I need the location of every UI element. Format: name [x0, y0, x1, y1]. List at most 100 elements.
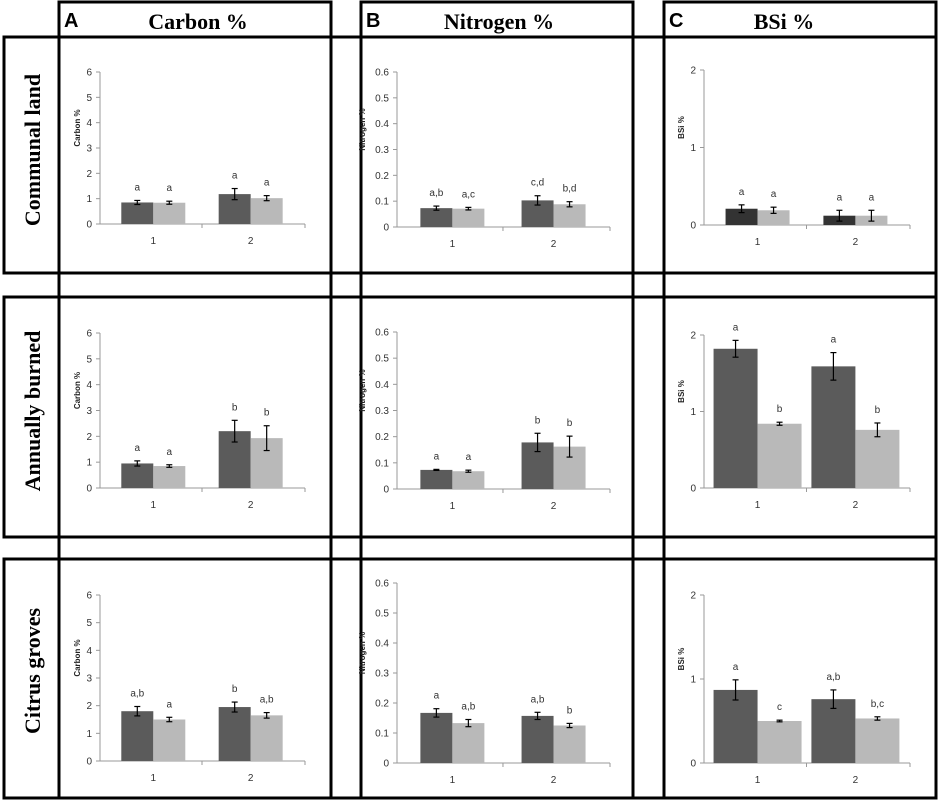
significance-letter: b,c: [871, 699, 884, 710]
y-axis-title: BSi %: [677, 380, 686, 403]
significance-letter: a: [733, 662, 739, 673]
x-tick-label: 1: [151, 773, 157, 784]
significance-letter: a: [831, 335, 837, 346]
significance-letter: b: [567, 705, 573, 716]
y-tick-label: 0: [383, 759, 389, 770]
bar-dark-1: [713, 689, 758, 763]
significance-letter: a: [837, 192, 843, 203]
x-tick-label: 2: [551, 775, 557, 786]
significance-letter: a: [771, 189, 777, 200]
y-tick-label: 0: [690, 484, 696, 495]
significance-letter: b: [875, 405, 881, 416]
y-tick-label: 4: [86, 380, 92, 391]
column-header-b: B Nitrogen %: [366, 9, 554, 34]
y-tick-label: 2: [690, 66, 696, 77]
bar-dark-1: [713, 348, 758, 488]
x-tick-label: 1: [755, 237, 761, 248]
significance-letter: a: [466, 452, 472, 463]
significance-letter: b: [535, 415, 541, 426]
significance-letter: a,b: [429, 188, 443, 199]
y-tick-label: 4: [86, 118, 92, 129]
bar-dark-1: [121, 463, 154, 488]
y-axis-title: Carbon %: [73, 639, 82, 676]
significance-letter: a: [434, 691, 440, 702]
x-tick-label: 1: [755, 775, 761, 786]
y-tick-label: 0.2: [375, 171, 389, 182]
bar-light-1: [757, 721, 802, 763]
significance-letter: b: [264, 408, 270, 419]
bar-dark-2: [811, 366, 856, 488]
bar-light-1: [452, 208, 485, 227]
y-tick-label: 0.1: [375, 729, 389, 740]
significance-letter: a: [135, 182, 141, 193]
x-tick-label: 2: [853, 775, 859, 786]
significance-letter: a: [733, 322, 739, 333]
significance-letter: a: [739, 187, 745, 198]
x-tick-label: 2: [853, 500, 859, 511]
y-tick-label: 1: [690, 675, 696, 686]
x-tick-label: 1: [151, 236, 157, 247]
y-tick-label: 0.6: [375, 68, 389, 79]
row-frame-burned: [2, 295, 938, 539]
y-tick-label: 6: [86, 329, 92, 340]
bar-light-1: [153, 202, 186, 224]
bar-light-2: [553, 204, 586, 227]
significance-letter: a: [434, 451, 440, 462]
bar-light-2: [250, 715, 283, 761]
x-tick-label: 2: [248, 773, 254, 784]
x-tick-label: 2: [551, 239, 557, 250]
y-tick-label: 0: [86, 757, 92, 768]
chart-nitrogen-communal: 0 0.1 0.2 0.3 0.4 0.5 0.6 Nitrogen % 1 2 a,b c,d a,c…: [358, 68, 611, 250]
chart-carbon-burned: 0 1 2 3 4 5 6 Carbon % 1 2 a b a b: [73, 329, 306, 511]
significance-letter: b: [777, 404, 783, 415]
significance-letter: a,b: [826, 672, 840, 683]
significance-letter: a: [167, 447, 173, 458]
column-header-a: A Carbon %: [64, 9, 248, 34]
column-title-bsi: BSi %: [754, 9, 815, 34]
significance-letter: a: [869, 192, 875, 203]
column-letter-b: B: [366, 10, 380, 32]
y-tick-label: 3: [86, 674, 92, 685]
chart-bsi-communal: 0 1 2 BSi % 1 2 a a a a: [677, 66, 911, 248]
bar-dark-2: [811, 699, 856, 763]
y-tick-label: 2: [86, 701, 92, 712]
significance-letter: a: [167, 183, 173, 194]
column-letter-c: C: [669, 10, 683, 32]
y-tick-label: 2: [690, 331, 696, 342]
y-tick-label: 0.5: [375, 354, 389, 365]
y-axis-title: BSi %: [677, 648, 686, 671]
significance-letter: b: [567, 418, 573, 429]
y-axis-title: BSi %: [677, 116, 686, 139]
y-tick-label: 1: [86, 194, 92, 205]
column-header-c: C BSi %: [669, 9, 814, 34]
y-axis-title: Nitrogen %: [358, 369, 367, 411]
x-tick-label: 1: [450, 239, 456, 250]
significance-letter: a,b: [130, 688, 144, 699]
y-tick-label: 4: [86, 646, 92, 657]
y-tick-label: 6: [86, 68, 92, 79]
column-frame-c: [662, 0, 938, 800]
bar-light-2: [250, 198, 283, 224]
y-tick-label: 2: [86, 169, 92, 180]
y-tick-label: 3: [86, 144, 92, 155]
significance-letter: a: [135, 443, 141, 454]
bar-light-1: [757, 423, 802, 488]
y-tick-label: 0.3: [375, 406, 389, 417]
row-label-annually-burned: Annually burned: [20, 331, 45, 492]
x-tick-label: 2: [248, 236, 254, 247]
y-tick-label: 0.5: [375, 609, 389, 620]
y-tick-label: 0: [86, 220, 92, 231]
y-tick-label: 0.4: [375, 380, 389, 391]
y-tick-label: 0.6: [375, 579, 389, 590]
chart-bsi-citrus: 0 1 2 BSi % 1 2 a a,b c b,c: [677, 591, 911, 786]
y-tick-label: 0: [690, 759, 696, 770]
x-tick-label: 1: [450, 775, 456, 786]
bar-light-1: [757, 210, 790, 225]
significance-letter: c: [777, 702, 782, 713]
chart-carbon-communal: 0 1 2 3 4 5 6 Carbon % 1 2 a a a a: [73, 68, 306, 247]
chart-nitrogen-citrus: 0 0.1 0.2 0.3 0.4 0.5 0.6 Nitrogen % 1 2 a a,b a,b b: [358, 579, 611, 786]
y-tick-label: 6: [86, 591, 92, 602]
bar-light-1: [153, 719, 186, 761]
x-tick-label: 2: [551, 501, 557, 512]
x-tick-label: 1: [450, 501, 456, 512]
